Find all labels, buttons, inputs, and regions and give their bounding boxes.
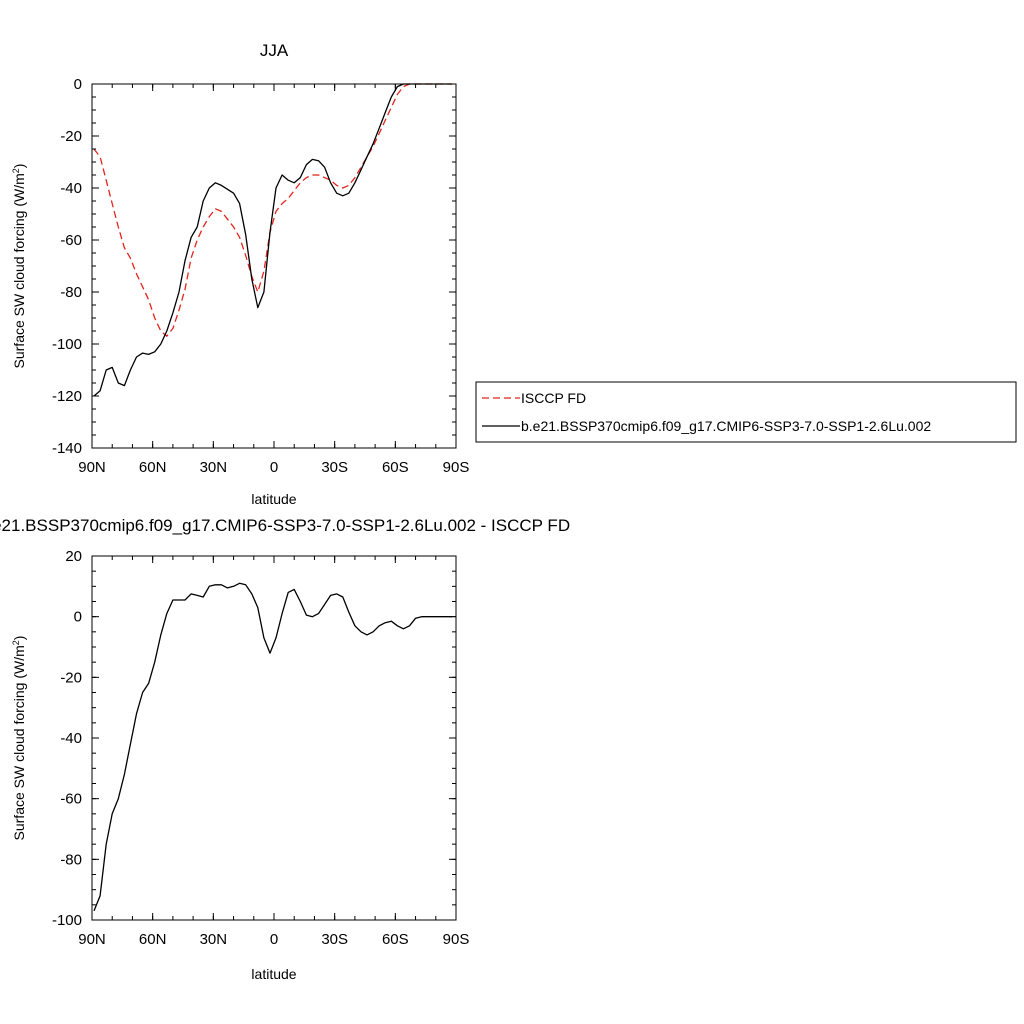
bottom-y-tick-label: -100 [52, 912, 82, 929]
top-y-axis-label: Surface SW cloud forcing (W/m2) [11, 164, 27, 369]
bottom-series-line-0 [93, 582, 452, 912]
bottom-chart-title: b.e21.BSSP370cmip6.f09_g17.CMIP6-SSP3-7.… [0, 516, 570, 535]
bottom-x-tick-label: 60S [382, 931, 409, 948]
bottom-y-tick-label: 20 [65, 548, 82, 565]
top-x-tick-label: 0 [270, 459, 278, 476]
top-x-tick-label: 30N [200, 459, 228, 476]
bottom-x-tick-label: 90N [78, 931, 106, 948]
top-chart-panel: JJA 90N 60N 30N 0 30S 60S 90S 0 -20 -40 -60 -80 -100… [11, 41, 469, 507]
top-y-tick-label: -60 [60, 232, 82, 249]
bottom-y-axis-label-close: ) [11, 636, 27, 641]
bottom-y-tick-label: -80 [60, 851, 82, 868]
top-y-tick-label: -40 [60, 180, 82, 197]
top-y-axis-label-close: ) [11, 164, 27, 169]
bottom-y-tick-label: -40 [60, 730, 82, 747]
bottom-y-axis-label: Surface SW cloud forcing (W/m2) [11, 636, 27, 841]
top-y-axis-label-main: Surface SW cloud forcing (W/m [11, 173, 27, 368]
bottom-x-tick-label: 90S [443, 931, 470, 948]
bottom-x-tick-label: 60N [139, 931, 167, 948]
top-y-tick-label: -100 [52, 336, 82, 353]
bottom-y-axis-label-sup: 2 [11, 640, 21, 645]
top-x-tick-label: 60N [139, 459, 167, 476]
bottom-y-tick-label: -60 [60, 791, 82, 808]
top-chart-title: JJA [260, 41, 289, 60]
top-y-tick-label: 0 [74, 76, 82, 93]
bottom-y-tick-label: -20 [60, 669, 82, 686]
top-y-tick-label: -80 [60, 284, 82, 301]
legend-box [475, 381, 1017, 443]
legend-label-isccp: ISCCP FD [521, 390, 586, 406]
top-series-line-0 [93, 83, 452, 337]
bottom-x-tick-label: 0 [270, 931, 278, 948]
bottom-x-tick-label: 30S [321, 931, 348, 948]
top-series-line-1 [93, 83, 452, 397]
top-x-axis-label: latitude [251, 491, 296, 507]
bottom-chart-panel: b.e21.BSSP370cmip6.f09_g17.CMIP6-SSP3-7.… [0, 516, 570, 982]
bottom-y-tick-label: 0 [74, 609, 82, 626]
legend: ISCCP FD b.e21.BSSP370cmip6.f09_g17.CMIP… [475, 381, 1017, 443]
legend-label-model: b.e21.BSSP370cmip6.f09_g17.CMIP6-SSP3-7.… [521, 418, 931, 434]
top-y-tick-label: -120 [52, 388, 82, 405]
top-x-tick-label: 90S [443, 459, 470, 476]
top-y-axis-label-sup: 2 [11, 168, 21, 173]
top-x-tick-label: 90N [78, 459, 106, 476]
bottom-y-axis-label-main: Surface SW cloud forcing (W/m [11, 645, 27, 840]
bottom-x-tick-label: 30N [200, 931, 228, 948]
top-y-tick-label: -20 [60, 128, 82, 145]
bottom-x-axis-label: latitude [251, 966, 296, 982]
top-x-tick-label: 30S [321, 459, 348, 476]
top-x-tick-label: 60S [382, 459, 409, 476]
top-y-tick-label: -140 [52, 440, 82, 457]
